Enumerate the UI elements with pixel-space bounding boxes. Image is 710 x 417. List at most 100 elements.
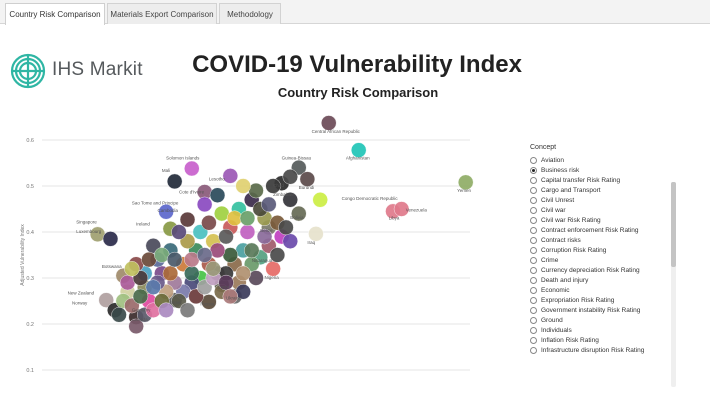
data-point[interactable]: Pakistan [209,187,226,203]
tab-country-risk-comparison[interactable]: Country Risk Comparison [5,3,105,25]
legend-option[interactable]: Economic [530,285,682,295]
legend-option[interactable]: Contract enforcement Risk Rating [530,225,682,235]
point-label: Germany [132,308,151,313]
radio-icon[interactable] [530,246,537,254]
data-point[interactable]: Costa Rica [162,265,179,282]
data-point[interactable]: Belarus [222,288,239,305]
data-point[interactable]: Zimbabwe [282,192,298,208]
data-point[interactable]: Panama [184,265,200,282]
data-point[interactable]: Somalia [282,169,298,185]
data-point[interactable]: Jordan [171,224,187,240]
data-point[interactable]: United States [179,302,196,318]
data-point[interactable]: Venezuela [393,201,410,217]
report-canvas: IHS Markit COVID-19 Vulnerability Index … [0,25,710,417]
data-point[interactable]: Afghanistan [351,142,367,158]
radio-icon[interactable] [530,196,537,204]
legend-option[interactable]: Individuals [530,325,682,335]
data-point[interactable]: Lebanon [201,215,217,231]
legend-option[interactable]: Government instability Risk Rating [530,305,682,315]
radio-icon[interactable] [530,186,537,194]
radio-icon[interactable] [530,296,537,304]
data-point[interactable]: Sao Tome and Principe [158,204,174,220]
radio-icon[interactable] [530,176,537,184]
data-point[interactable]: Ethiopia [239,224,256,240]
data-point[interactable]: Solomon Islands [184,160,200,177]
radio-icon[interactable] [530,226,537,234]
legend-option[interactable]: Civil Unrest [530,195,682,205]
data-point[interactable]: Lithuania [166,251,183,268]
data-point[interactable]: Bolivia [291,205,307,222]
ihs-markit-logo-text: IHS Markit [52,59,143,80]
data-point[interactable]: Bangladesh [196,196,213,213]
legend-scrollbar[interactable] [671,182,676,387]
data-point[interactable]: Georgia [244,242,260,259]
legend-option[interactable]: Capital transfer Risk Rating [530,175,682,185]
data-point[interactable]: Honduras [239,210,256,226]
radio-icon[interactable] [530,326,537,334]
legend-option[interactable]: Death and injury [530,275,682,285]
data-point[interactable]: Belgium [158,302,174,318]
legend-option[interactable]: Civil war Risk Rating [530,215,682,225]
radio-icon[interactable] [530,316,537,324]
data-point[interactable]: Luxembourg [102,231,119,247]
data-point[interactable]: Lesotho [222,168,239,184]
data-point[interactable]: Nepal [218,228,234,245]
legend-option[interactable]: Cargo and Transport [530,185,682,195]
legend-option[interactable]: Inflation Risk Rating [530,335,682,345]
legend-option-label: Expropriation Risk Rating [541,296,615,304]
data-point[interactable]: Zambia [269,247,286,263]
legend-option[interactable]: Crime [530,255,682,265]
legend-option[interactable]: Civil war [530,205,682,215]
radio-icon[interactable] [530,216,537,224]
legend-option-label: Corruption Risk Rating [541,246,607,254]
tab-materials-export-comparison[interactable]: Materials Export Comparison [107,3,217,24]
legend-option[interactable]: Aviation [530,155,682,165]
radio-icon[interactable] [530,346,537,354]
data-point[interactable]: Myanmar [235,178,251,194]
data-point[interactable]: Bulgaria [205,261,221,277]
radio-icon[interactable] [530,236,537,244]
data-point[interactable]: Romania [196,247,213,263]
data-point[interactable]: Burundi [299,171,316,187]
data-point[interactable]: Iraq [308,226,324,242]
legend-option[interactable]: Currency depreciation Risk Rating [530,265,682,275]
legend-scroll-thumb[interactable] [671,182,676,267]
scatter-chart[interactable]: 0.1 0.2 0.3 0.4 0.5 0.6 Adjusted Vulnerability… [0,100,528,390]
data-point[interactable]: Netherlands [132,288,149,305]
y-tick-label: 0.1 [26,368,34,374]
radio-icon[interactable] [530,206,537,214]
radio-icon[interactable] [530,276,537,284]
data-point[interactable]: Mongolia [256,228,273,245]
legend-option[interactable]: Corruption Risk Rating [530,245,682,255]
data-point[interactable]: New Zealand [98,292,114,308]
data-point[interactable]: Uzbekistan [278,219,294,236]
data-point[interactable]: Cambodia [179,211,196,228]
legend-option[interactable]: Contract risks [530,235,682,245]
data-point[interactable]: Uruguay [145,279,161,295]
legend-option[interactable]: Business risk [530,165,682,175]
data-point[interactable]: Congo Democratic Republic [312,192,328,208]
legend-option[interactable]: Expropriation Risk Rating [530,295,682,305]
data-point[interactable]: Yemen [458,174,474,191]
tab-methodology[interactable]: Methodology [219,3,281,24]
radio-icon[interactable] [530,306,537,314]
data-point[interactable]: Central African Republic [321,115,337,131]
data-point[interactable]: Laos [261,196,277,213]
data-point[interactable]: Bahrain [124,261,140,277]
radio-icon[interactable] [530,256,537,264]
data-point[interactable]: Madagascar [265,178,281,194]
data-point[interactable]: Armenia [235,265,251,282]
legend-option[interactable]: Infrastructure disruption Risk Rating [530,345,682,355]
radio-icon[interactable] [530,266,537,274]
point-label: Singapore [76,220,97,225]
data-point[interactable]: Kyrgyzstan [282,233,298,249]
legend-option[interactable]: Ground [530,315,682,325]
radio-icon[interactable] [530,166,537,174]
radio-icon[interactable] [530,156,537,164]
data-point[interactable]: Sweden [111,307,127,323]
data-point[interactable]: Mali [166,173,183,190]
radio-icon[interactable] [530,286,537,294]
radio-icon[interactable] [530,336,537,344]
report-tab-bar: Country Risk Comparison Materials Export… [0,0,710,25]
data-point[interactable]: Canada [128,318,144,335]
